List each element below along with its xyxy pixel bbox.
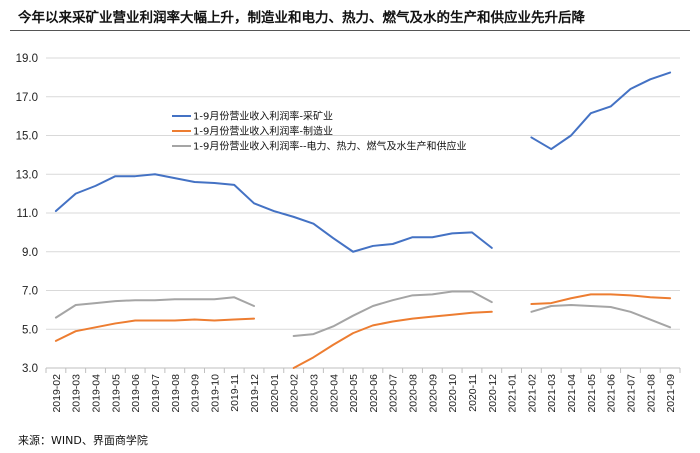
y-tick-label: 3.0 (22, 363, 38, 375)
title-divider (10, 30, 690, 31)
x-axis: 2019-02 2019-03 2019-04 2019-05 2019-06 2019-… (45, 367, 681, 413)
x-tick-label: 2021-02 (526, 374, 538, 413)
y-tick-label: 17.0 (16, 92, 38, 104)
y-tick-label: 13.0 (16, 169, 38, 181)
x-tick-label: 2020-10 (447, 374, 459, 413)
x-tick-label: 2021-03 (546, 374, 558, 413)
x-tick-label: 2019-07 (150, 374, 162, 413)
x-tick-label: 2020-02 (289, 374, 301, 413)
legend-label: 1-9月份营业收入利润率--电力、热力、燃气及水生产和供应业 (193, 140, 467, 153)
x-tick-label: 2019-08 (170, 374, 182, 413)
x-tick-label: 2021-08 (645, 374, 657, 413)
y-tick-label: 11.0 (16, 208, 38, 220)
x-tick-label: 2020-07 (388, 374, 400, 413)
source-note: 来源：WIND、界面商学院 (18, 434, 148, 447)
y-axis-ticks: 3.0 5.0 7.0 9.0 11.0 13.0 15.0 17.0 19.0 (16, 53, 38, 375)
x-tick-label: 2021-01 (507, 374, 519, 413)
x-tick-label: 2019-10 (209, 374, 221, 413)
legend-label: 1-9月份营业收入利润率-制造业 (193, 125, 333, 138)
y-tick-label: 5.0 (22, 324, 38, 336)
x-tick-label: 2020-05 (348, 374, 360, 413)
y-tick-label: 15.0 (16, 131, 38, 143)
chart-title: 今年以来采矿业营业利润率大幅上升，制造业和电力、热力、燃气及水的生产和供应业先升… (18, 10, 585, 26)
series-line-1 (54, 71, 672, 253)
x-tick-label: 2019-12 (249, 374, 261, 413)
legend: 1-9月份营业收入利润率-采矿业 1-9月份营业收入利润率-制造业 1-9月份营业收… (172, 110, 467, 153)
x-tick-label: 2020-01 (269, 374, 281, 413)
x-tick-label: 2019-06 (130, 374, 142, 413)
x-tick-label: 2021-07 (625, 374, 637, 413)
x-tick-label: 2019-11 (229, 374, 241, 412)
gridlines (46, 57, 680, 330)
series-line-2 (54, 293, 672, 369)
x-tick-label: 2021-04 (566, 374, 578, 413)
x-tick-label: 2020-12 (487, 374, 499, 413)
x-tick-label: 2021-06 (606, 374, 618, 413)
x-tick-label: 2019-03 (71, 374, 83, 413)
series-line-3 (54, 290, 672, 338)
x-tick-label: 2019-05 (110, 374, 122, 413)
series-lines (54, 71, 672, 369)
x-tick-label: 2021-05 (586, 374, 598, 413)
x-tick-label: 2019-09 (190, 374, 202, 413)
x-tick-label: 2020-09 (427, 374, 439, 413)
x-tick-label: 2020-08 (408, 374, 420, 413)
y-tick-label: 9.0 (22, 247, 38, 259)
x-tick-label: 2020-06 (368, 374, 380, 413)
y-tick-label: 7.0 (22, 286, 38, 298)
x-tick-label: 2019-02 (51, 374, 63, 413)
x-tick-label: 2020-11 (467, 374, 479, 412)
legend-label: 1-9月份营业收入利润率-采矿业 (193, 110, 333, 123)
y-tick-label: 19.0 (16, 53, 38, 65)
x-tick-label: 2021-09 (665, 374, 677, 413)
x-tick-label: 2019-04 (91, 374, 103, 413)
x-tick-label: 2020-03 (308, 374, 320, 413)
x-tick-label: 2020-04 (328, 374, 340, 413)
